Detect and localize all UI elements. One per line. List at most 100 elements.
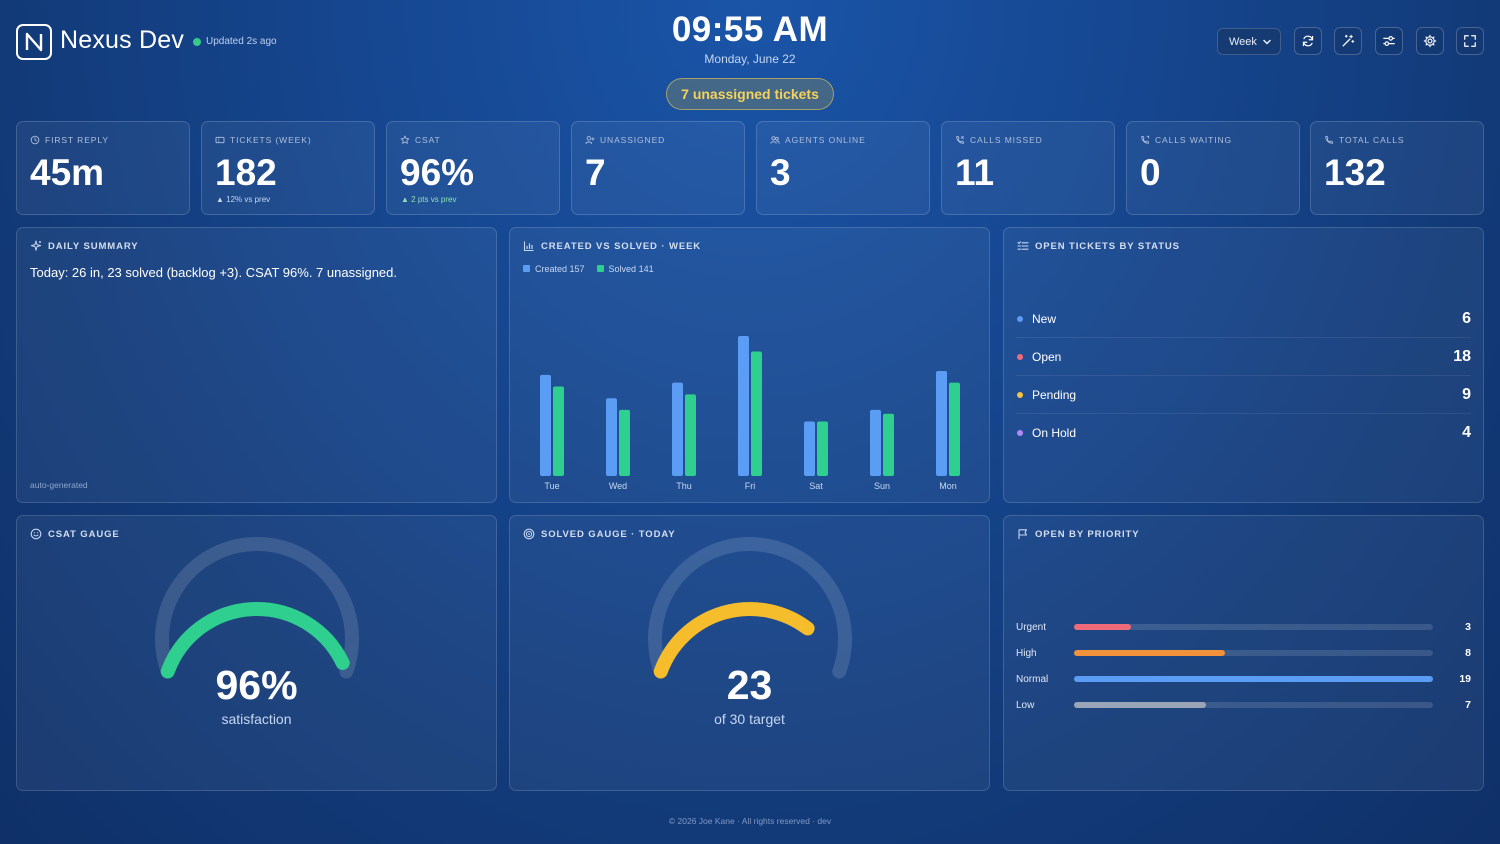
status-dot [1017,430,1023,436]
bar-solved-sun[interactable] [883,413,894,476]
csat-gauge-arc [155,537,359,679]
status-row-on-hold[interactable]: On Hold 4 [1016,414,1471,452]
kpi-label: CALLS MISSED [955,135,1043,145]
kpi-label-text: TICKETS (WEEK) [230,135,312,145]
status-panel: OPEN TICKETS BY STATUS New 6 Open 18 Pen… [1003,227,1484,503]
kpi-label: AGENTS ONLINE [770,135,866,145]
phone-icon [1325,135,1334,144]
phone-waiting-icon [1141,135,1150,144]
x-tick-label: Mon [939,481,957,491]
clock-time: 09:55 AM [671,10,829,49]
priority-track [1074,650,1433,656]
brand-name: Nexus Dev [60,26,185,54]
csat-gauge-value: 96% [215,662,298,708]
filters-button[interactable] [1375,27,1403,55]
clock-icon [30,135,40,145]
panel-title-text: OPEN BY PRIORITY [1035,528,1140,540]
kpi-label: FIRST REPLY [30,135,109,145]
status-row-open[interactable]: Open 18 [1016,338,1471,376]
status-count: 6 [1462,309,1471,327]
bar-solved-sat[interactable] [817,421,828,476]
kpi-agents-online[interactable]: AGENTS ONLINE 3 [756,121,930,215]
kpi-label-text: CALLS WAITING [1155,135,1233,145]
kpi-label-text: CALLS MISSED [970,135,1043,145]
priority-row-normal[interactable]: Normal 19 [1016,672,1471,686]
priority-row-low[interactable]: Low 7 [1016,698,1471,712]
list-check-icon [1017,241,1029,250]
priority-name: High [1016,647,1037,659]
panel-title: CREATED VS SOLVED · WEEK [523,240,701,252]
summary-footnote: auto-generated [30,480,88,490]
bar-solved-mon[interactable] [949,382,960,476]
status-name: New [1032,311,1057,326]
panel-title: OPEN TICKETS BY STATUS [1017,240,1180,252]
smile-icon [30,528,42,540]
bar-solved-fri[interactable] [751,351,762,476]
fullscreen-icon [1464,35,1476,47]
panel-title-text: DAILY SUMMARY [48,240,139,252]
x-tick-label: Sat [809,481,823,491]
bar-created-sat[interactable] [804,421,815,476]
bar-solved-tue[interactable] [553,386,564,476]
priority-bar [1074,676,1433,682]
priority-row-high[interactable]: High 8 [1016,646,1471,660]
kpi-value: 182 [215,152,277,193]
kpi-label-text: AGENTS ONLINE [785,135,866,145]
unassigned-alert-pill[interactable]: 7 unassigned tickets [666,78,834,110]
kpi-label-text: CSAT [415,135,441,145]
user-plus-icon [585,136,595,144]
settings-button[interactable] [1416,27,1444,55]
panel-title: DAILY SUMMARY [30,240,139,252]
kpi-unassigned[interactable]: UNASSIGNED 7 [571,121,745,215]
kpi-value: 7 [585,152,606,193]
status-row-new[interactable]: New 6 [1016,300,1471,338]
status-dot [1017,391,1023,398]
bar-solved-thu[interactable] [685,394,696,476]
logo [16,24,52,60]
target-icon [523,528,535,540]
bar-created-fri[interactable] [738,336,749,476]
refresh-icon [1302,35,1314,47]
status-row-pending[interactable]: Pending 9 [1016,376,1471,414]
priority-row-urgent[interactable]: Urgent 3 [1016,620,1471,634]
kpi-calls-missed[interactable]: CALLS MISSED 11 [941,121,1115,215]
kpi-label: TOTAL CALLS [1324,135,1405,145]
bar-created-thu[interactable] [672,382,683,476]
kpi-first-reply[interactable]: FIRST REPLY 45m [16,121,190,215]
kpi-csat[interactable]: CSAT 96% ▲ 2 pts vs prev [386,121,560,215]
x-tick-label: Sun [874,481,890,491]
panel-title: OPEN BY PRIORITY [1017,528,1140,540]
bar-created-sun[interactable] [870,409,881,476]
kpi-label: CALLS WAITING [1140,135,1232,145]
bar-created-tue[interactable] [540,374,551,476]
kpi-value: 3 [770,152,791,193]
kpi-total-calls[interactable]: TOTAL CALLS 132 [1310,121,1484,215]
x-tick-label: Fri [745,481,756,491]
priority-track [1074,624,1433,630]
priority-name: Normal [1016,673,1049,685]
created-vs-solved-chart: Tue Wed Thu Fri Sat Sun Mon [540,336,960,491]
status-dot [1017,353,1023,360]
clock-date: Monday, June 22 [704,52,796,66]
gauge-track [155,537,359,679]
magic-button[interactable] [1334,27,1362,55]
kpi-calls-waiting[interactable]: CALLS WAITING 0 [1126,121,1300,215]
kpi-value: 45m [30,152,105,193]
legend-swatch [523,265,530,272]
panel-title: SOLVED GAUGE · TODAY [523,528,675,540]
legend-label: Created 157 [535,264,585,274]
kpi-tickets-week[interactable]: TICKETS (WEEK) 182 ▲ 12% vs prev [201,121,375,215]
bar-created-wed[interactable] [606,398,617,476]
kpi-delta: ▲ 2 pts vs prev [401,195,457,204]
kpi-label: TICKETS (WEEK) [215,135,312,145]
range-select[interactable]: Week [1217,28,1281,55]
magic-wand-icon [1342,34,1355,47]
priority-track [1074,702,1433,708]
bar-solved-wed[interactable] [619,409,630,476]
fullscreen-button[interactable] [1456,27,1484,55]
bar-created-mon[interactable] [936,371,947,476]
refresh-button[interactable] [1294,27,1322,55]
flag-icon [1018,529,1028,539]
kpi-value: 96% [400,152,475,193]
live-indicator-icon [193,37,201,46]
